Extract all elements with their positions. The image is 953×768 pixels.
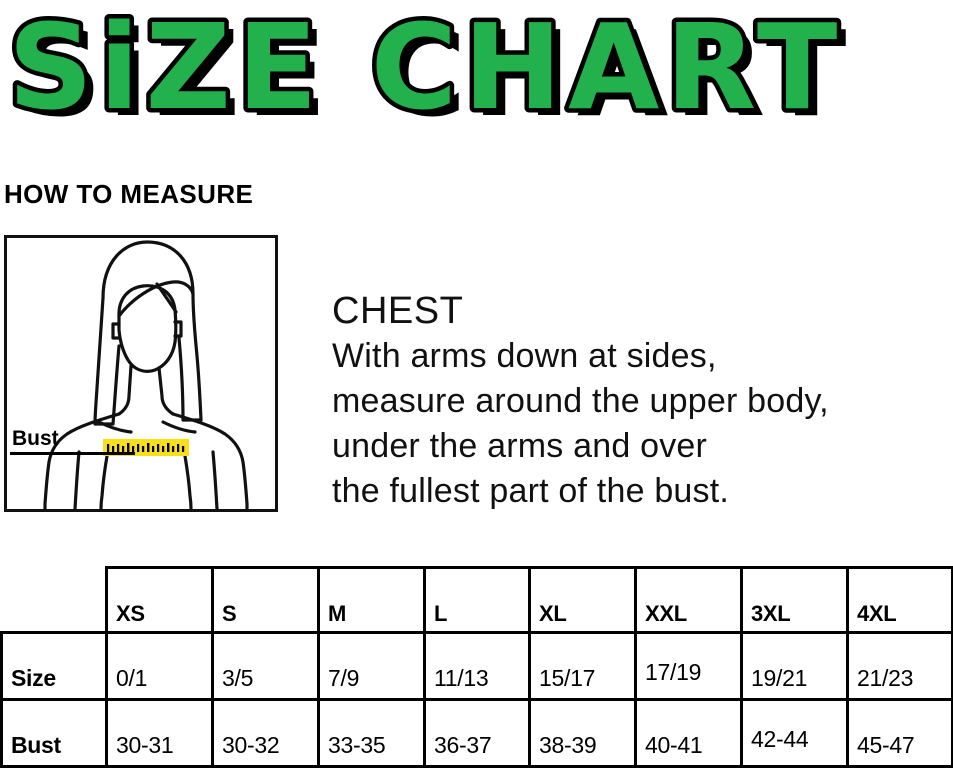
table-header-m: M <box>317 566 426 634</box>
page-title: .tt { font-family: "DejaVu Sans", sans-s… <box>0 0 953 150</box>
table-row: Size 0/1 3/5 7/9 11/13 15/17 17/19 19/21… <box>0 631 953 701</box>
chest-line-1: With arms down at sides, <box>332 337 717 375</box>
bust-s: 30-32 <box>211 698 320 768</box>
size-4xl: 21/23 <box>846 631 953 701</box>
table-header-4xl: 4XL <box>846 566 953 634</box>
bust-l: 36-37 <box>423 698 531 768</box>
measuring-tape <box>103 439 189 456</box>
female-torso-illustration <box>43 240 249 509</box>
bust-4xl: 45-47 <box>846 698 953 768</box>
size-xl: 15/17 <box>528 631 637 701</box>
measurement-illustration-box <box>4 235 278 512</box>
title-shadow: SiZE CHART <box>17 5 852 143</box>
size-m: 7/9 <box>317 631 426 701</box>
size-xxl: 17/19 <box>634 631 743 701</box>
bust-3xl: 42-44 <box>740 698 849 768</box>
size-table-container: XS S M L XL XXL 3XL 4XL Size 0/1 3/5 7/9… <box>0 566 953 768</box>
table-header-row: XS S M L XL XXL 3XL 4XL <box>2 566 953 634</box>
row-label-size: Size <box>0 631 108 701</box>
chest-heading: CHEST <box>332 290 464 332</box>
table-row: Bust 30-31 30-32 33-35 36-37 38-39 40-41… <box>0 698 953 768</box>
table-header-s: S <box>211 566 320 634</box>
size-chart-title-graphic: .tt { font-family: "DejaVu Sans", sans-s… <box>4 0 852 143</box>
table-header-3xl: 3XL <box>740 566 849 634</box>
row-label-bust: Bust <box>0 698 108 768</box>
bust-xl: 38-39 <box>528 698 637 768</box>
size-s: 3/5 <box>211 631 320 701</box>
table-header-xs: XS <box>105 566 214 634</box>
table-header-l: L <box>423 566 531 634</box>
chest-description-block: CHEST With arms down at sides, measure a… <box>332 288 932 514</box>
bust-callout-label: Bust <box>12 427 59 450</box>
bust-leader-line <box>10 452 135 455</box>
chest-line-4: the fullest part of the bust. <box>332 472 730 510</box>
bust-xs: 30-31 <box>105 698 214 768</box>
bust-m: 33-35 <box>317 698 426 768</box>
size-l: 11/13 <box>423 631 531 701</box>
size-3xl: 19/21 <box>740 631 849 701</box>
how-to-measure-heading: HOW TO MEASURE <box>4 179 254 209</box>
size-table: XS S M L XL XXL 3XL 4XL Size 0/1 3/5 7/9… <box>0 566 953 768</box>
chest-line-3: under the arms and over <box>332 427 708 465</box>
table-header-xxl: XXL <box>634 566 743 634</box>
table-header-xl: XL <box>528 566 637 634</box>
size-xs: 0/1 <box>105 631 214 701</box>
chest-line-2: measure around the upper body, <box>332 382 829 420</box>
table-corner-cell <box>2 568 107 633</box>
title-fill: SiZE CHART <box>8 0 843 136</box>
bust-xxl: 40-41 <box>634 698 743 768</box>
